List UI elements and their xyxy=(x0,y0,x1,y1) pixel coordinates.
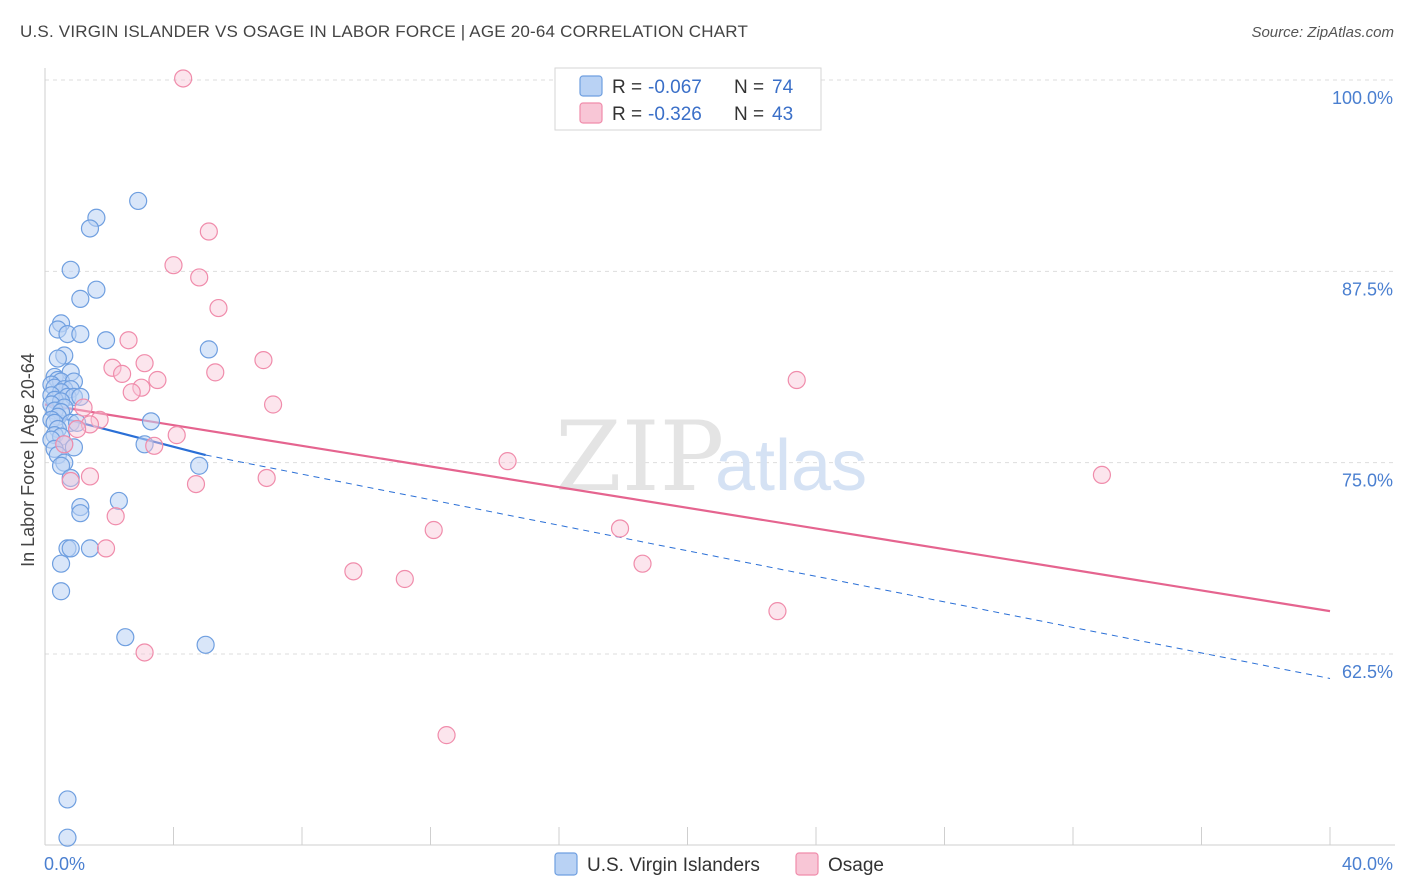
bottom-legend-swatch-series2 xyxy=(795,852,819,876)
trend-line-virgin-islanders-extension xyxy=(205,454,1331,679)
legend-n-value-1: 74 xyxy=(772,77,794,98)
legend-r-label-2: R = xyxy=(612,104,642,125)
point-virgin-islanders-13 xyxy=(48,349,67,368)
axes xyxy=(44,68,1395,846)
point-osage-12 xyxy=(787,370,806,390)
series-osage-points xyxy=(55,69,1112,745)
point-virgin-islanders-11 xyxy=(199,340,218,359)
point-osage-11 xyxy=(148,370,167,390)
point-osage-17 xyxy=(90,410,109,429)
y-tick-label-2: 75.0% xyxy=(1342,471,1393,491)
point-virgin-islanders-59 xyxy=(51,554,71,573)
point-osage-25 xyxy=(257,468,276,488)
chart-title: U.S. VIRGIN ISLANDER VS OSAGE IN LABOR F… xyxy=(20,22,749,41)
point-osage-5 xyxy=(119,331,138,350)
point-osage-22 xyxy=(55,435,74,454)
source-credit: Source: ZipAtlas.com xyxy=(1251,24,1394,41)
point-virgin-islanders-57 xyxy=(61,539,80,558)
point-osage-20 xyxy=(167,426,186,445)
point-virgin-islanders-10 xyxy=(96,331,116,350)
legend-r-value-1: -0.067 xyxy=(648,77,702,98)
point-virgin-islanders-2 xyxy=(80,219,100,238)
point-virgin-islanders-53 xyxy=(109,491,128,511)
point-virgin-islanders-0 xyxy=(129,191,148,211)
y-axis-label: In Labor Force | Age 20-64 xyxy=(18,353,38,567)
point-osage-9 xyxy=(206,363,225,382)
point-osage-36 xyxy=(768,602,787,621)
point-virgin-islanders-61 xyxy=(116,628,135,647)
point-osage-30 xyxy=(424,520,443,540)
point-osage-13 xyxy=(132,378,151,397)
point-virgin-islanders-62 xyxy=(196,635,215,654)
point-osage-28 xyxy=(61,471,80,491)
legend-n-value-2: 43 xyxy=(772,104,793,125)
point-virgin-islanders-63 xyxy=(58,790,77,809)
point-virgin-islanders-39 xyxy=(141,412,161,431)
bottom-legend-label-series1: U.S. Virgin Islanders xyxy=(587,855,760,876)
y-tick-label-0: 100.0% xyxy=(1332,88,1393,108)
point-osage-26 xyxy=(80,467,100,486)
point-osage-34 xyxy=(344,562,363,581)
trend-line-osage xyxy=(44,403,1331,613)
point-virgin-islanders-60 xyxy=(51,582,71,601)
point-osage-10 xyxy=(112,364,132,383)
point-virgin-islanders-51 xyxy=(190,456,209,475)
point-osage-27 xyxy=(186,474,206,494)
point-osage-21 xyxy=(145,436,164,455)
gridlines xyxy=(45,79,1395,655)
legend-swatch-series2 xyxy=(579,102,603,124)
point-virgin-islanders-27 xyxy=(71,387,90,406)
point-osage-14 xyxy=(122,383,141,402)
legend-swatch-series1 xyxy=(579,75,603,97)
point-osage-19 xyxy=(68,419,87,439)
watermark-atlas: atlas xyxy=(715,426,867,506)
bottom-legend-swatch-series1 xyxy=(554,852,578,876)
legend-r-value-2: -0.326 xyxy=(648,104,702,125)
point-osage-23 xyxy=(498,452,517,471)
x-tick-label-max: 40.0% xyxy=(1342,854,1393,874)
tick-labels: 100.0% 87.5% 75.0% 62.5% 0.0% 40.0% xyxy=(44,88,1393,874)
point-virgin-islanders-55 xyxy=(71,504,90,523)
point-osage-1 xyxy=(199,222,218,241)
point-osage-2 xyxy=(164,256,183,275)
point-osage-16 xyxy=(74,398,93,417)
watermark-zip: ZIP xyxy=(555,401,724,513)
legend-n-label-1: N = xyxy=(734,77,764,98)
legend-n-label-2: N = xyxy=(734,104,764,125)
point-osage-37 xyxy=(135,643,154,662)
point-virgin-islanders-3 xyxy=(61,260,80,279)
point-osage-33 xyxy=(633,554,652,573)
bottom-legend-label-series2: Osage xyxy=(828,855,884,876)
point-osage-8 xyxy=(103,358,122,377)
point-osage-29 xyxy=(106,507,125,526)
y-tick-label-3: 62.5% xyxy=(1342,662,1393,682)
point-virgin-islanders-50 xyxy=(51,456,71,475)
point-virgin-islanders-58 xyxy=(80,539,100,558)
point-osage-32 xyxy=(96,539,116,558)
legend-r-label-1: R = xyxy=(612,77,642,98)
point-osage-7 xyxy=(135,354,154,373)
point-osage-38 xyxy=(437,726,456,745)
point-osage-3 xyxy=(190,268,209,287)
point-osage-0 xyxy=(174,69,193,88)
point-virgin-islanders-4 xyxy=(87,280,106,299)
y-tick-label-1: 87.5% xyxy=(1342,279,1393,299)
point-virgin-islanders-5 xyxy=(71,289,90,308)
point-virgin-islanders-9 xyxy=(71,324,90,344)
stats-legend: R = -0.067 N = 74 R = -0.326 N = 43 xyxy=(554,67,822,131)
point-osage-15 xyxy=(263,395,283,414)
point-virgin-islanders-64 xyxy=(58,828,77,847)
point-osage-6 xyxy=(254,351,273,370)
point-osage-4 xyxy=(209,298,228,318)
point-osage-35 xyxy=(395,569,414,589)
series-legend: U.S. Virgin Islanders Osage xyxy=(554,852,884,876)
point-osage-31 xyxy=(610,519,630,538)
series-us-virgin-islanders-points xyxy=(42,191,218,847)
x-tick-label-min: 0.0% xyxy=(44,854,85,874)
point-osage-24 xyxy=(1092,465,1112,485)
